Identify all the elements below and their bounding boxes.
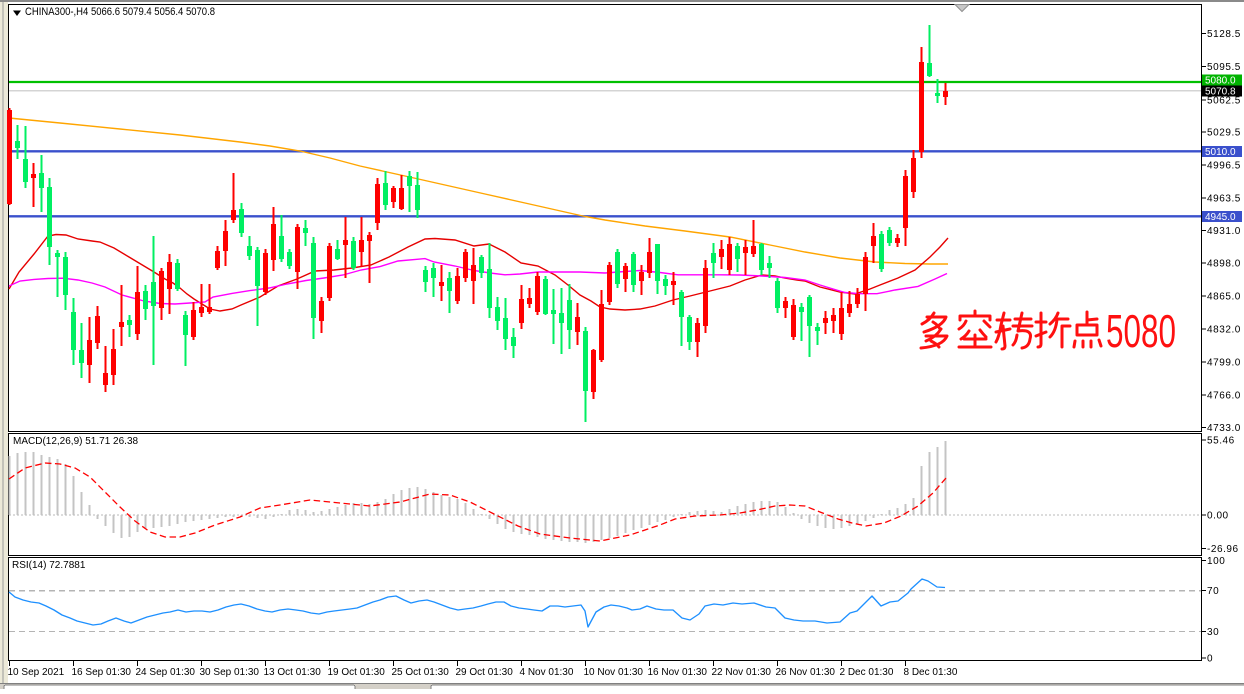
- svg-text:22 Nov 01:30: 22 Nov 01:30: [712, 667, 772, 678]
- svg-text:5128.5: 5128.5: [1207, 29, 1241, 40]
- svg-text:26 Nov 01:30: 26 Nov 01:30: [776, 667, 836, 678]
- svg-text:30: 30: [1207, 627, 1219, 638]
- svg-text:16 Sep 01:30: 16 Sep 01:30: [72, 667, 132, 678]
- svg-text:5029.5: 5029.5: [1207, 128, 1241, 139]
- svg-text:5080: 5080: [1106, 305, 1176, 357]
- svg-text:5010.0: 5010.0: [1205, 147, 1236, 158]
- svg-text:25 Oct 01:30: 25 Oct 01:30: [392, 667, 450, 678]
- svg-text:0.00: 0.00: [1207, 511, 1229, 522]
- svg-text:4945.0: 4945.0: [1205, 212, 1236, 223]
- svg-text:30 Sep 01:30: 30 Sep 01:30: [200, 667, 260, 678]
- svg-text:CHINA300-,H4 5066.6 5079.4 50: CHINA300-,H4 5066.6 5079.4 5056.4 5070.8: [25, 6, 215, 18]
- svg-text:29 Oct 01:30: 29 Oct 01:30: [456, 667, 514, 678]
- svg-text:4865.0: 4865.0: [1207, 292, 1241, 303]
- svg-text:8 Dec 01:30: 8 Dec 01:30: [904, 667, 958, 678]
- svg-text:-26.96: -26.96: [1207, 544, 1239, 555]
- svg-text:4931.0: 4931.0: [1207, 226, 1241, 237]
- svg-text:4733.0: 4733.0: [1207, 423, 1241, 434]
- svg-text:4832.0: 4832.0: [1207, 325, 1241, 336]
- svg-text:10 Sep 2021: 10 Sep 2021: [8, 667, 65, 678]
- svg-text:19 Oct 01:30: 19 Oct 01:30: [328, 667, 386, 678]
- svg-text:5070.8: 5070.8: [1205, 86, 1236, 97]
- svg-text:4799.0: 4799.0: [1207, 357, 1241, 368]
- svg-text:10 Nov 01:30: 10 Nov 01:30: [584, 667, 644, 678]
- svg-text:5095.5: 5095.5: [1207, 62, 1241, 73]
- svg-text:RSI(14) 72.7881: RSI(14) 72.7881: [12, 560, 86, 571]
- svg-text:0: 0: [1207, 654, 1213, 665]
- svg-text:24 Sep 01:30: 24 Sep 01:30: [136, 667, 196, 678]
- svg-text:5080.0: 5080.0: [1205, 76, 1236, 87]
- svg-text:4963.5: 4963.5: [1207, 193, 1241, 204]
- svg-text:5062.5: 5062.5: [1207, 96, 1241, 107]
- svg-text:MACD(12,26,9) 51.71 26.38: MACD(12,26,9) 51.71 26.38: [13, 436, 139, 447]
- svg-text:2 Dec 01:30: 2 Dec 01:30: [840, 667, 894, 678]
- svg-text:16 Nov 01:30: 16 Nov 01:30: [648, 667, 708, 678]
- svg-text:55.46: 55.46: [1207, 436, 1235, 447]
- svg-text:13 Oct 01:30: 13 Oct 01:30: [264, 667, 322, 678]
- svg-text:70: 70: [1207, 586, 1219, 597]
- svg-text:4 Nov 01:30: 4 Nov 01:30: [520, 667, 574, 678]
- svg-text:4766.0: 4766.0: [1207, 390, 1241, 401]
- svg-text:4898.0: 4898.0: [1207, 259, 1241, 270]
- svg-text:4996.5: 4996.5: [1207, 161, 1241, 172]
- svg-text:100: 100: [1207, 556, 1225, 567]
